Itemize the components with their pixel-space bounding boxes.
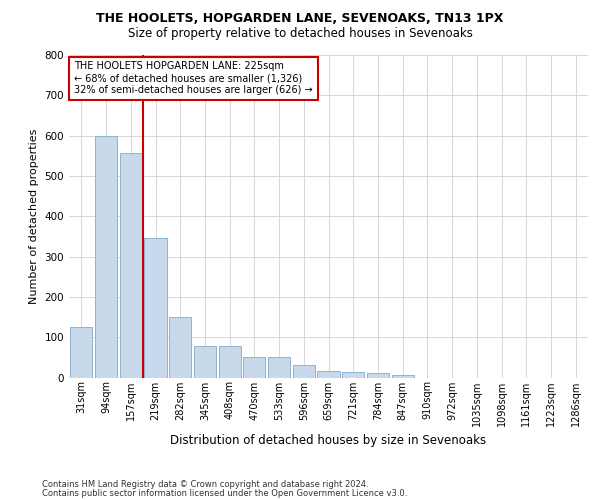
- X-axis label: Distribution of detached houses by size in Sevenoaks: Distribution of detached houses by size …: [170, 434, 487, 447]
- Bar: [70, 327, 92, 378]
- Bar: [367, 372, 389, 378]
- Bar: [218, 346, 241, 378]
- Text: Size of property relative to detached houses in Sevenoaks: Size of property relative to detached ho…: [128, 28, 472, 40]
- Bar: [169, 317, 191, 378]
- Text: THE HOOLETS, HOPGARDEN LANE, SEVENOAKS, TN13 1PX: THE HOOLETS, HOPGARDEN LANE, SEVENOAKS, …: [97, 12, 503, 26]
- Bar: [145, 238, 167, 378]
- Bar: [119, 152, 142, 378]
- Bar: [243, 358, 265, 378]
- Bar: [342, 372, 364, 378]
- Text: Contains public sector information licensed under the Open Government Licence v3: Contains public sector information licen…: [42, 488, 407, 498]
- Bar: [95, 136, 117, 378]
- Text: Contains HM Land Registry data © Crown copyright and database right 2024.: Contains HM Land Registry data © Crown c…: [42, 480, 368, 489]
- Bar: [392, 376, 414, 378]
- Bar: [317, 372, 340, 378]
- Y-axis label: Number of detached properties: Number of detached properties: [29, 128, 39, 304]
- Text: THE HOOLETS HOPGARDEN LANE: 225sqm
← 68% of detached houses are smaller (1,326)
: THE HOOLETS HOPGARDEN LANE: 225sqm ← 68%…: [74, 62, 313, 94]
- Bar: [268, 358, 290, 378]
- Bar: [293, 366, 315, 378]
- Bar: [194, 346, 216, 378]
